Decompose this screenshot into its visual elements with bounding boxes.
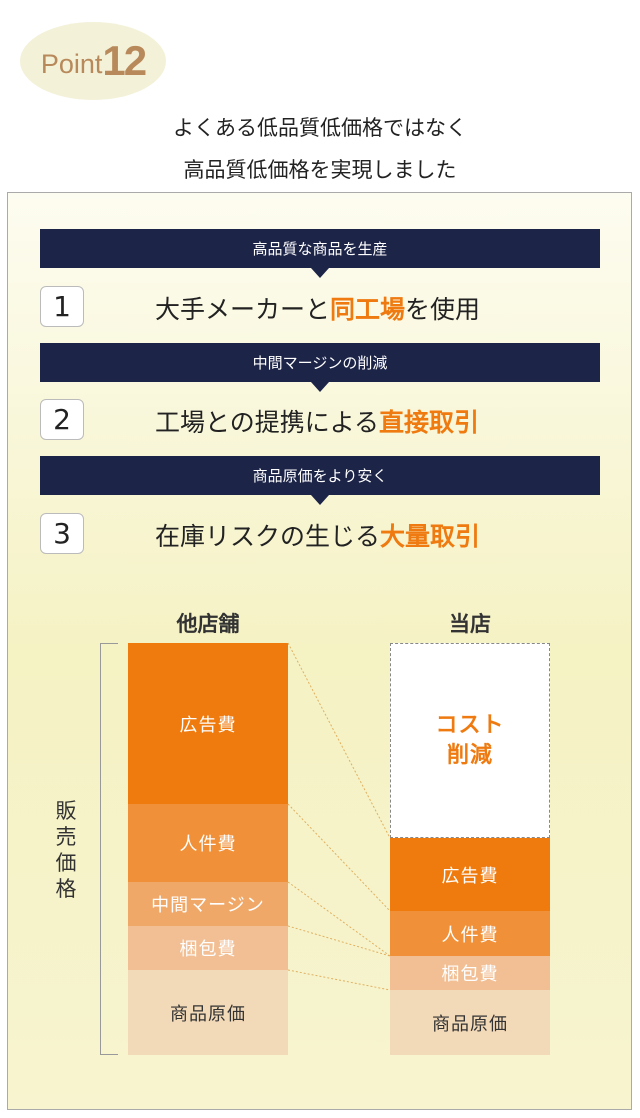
other-middle-margin: 中間マージン [128,882,288,926]
price-bracket [100,643,118,1055]
step-3-banner: 商品原価をより安く [40,456,600,505]
connector-line [287,969,391,991]
headline-line-1: よくある低品質低価格ではなく [173,116,467,140]
cost-reduction-text: 削減 [446,742,493,768]
step-text: 工場との提携による [155,408,380,437]
our-packing-cost: 梱包費 [390,956,550,990]
other-product-cost: 商品原価 [128,970,288,1055]
step-3-number: 3 [40,513,84,554]
step-highlight: 大量取引 [380,522,481,551]
other-packing-cost: 梱包費 [128,926,288,970]
step-1-text: 大手メーカーと同工場を使用 [155,290,480,326]
selling-price-label: 販売価格 [55,799,77,901]
step-3-text: 在庫リスクの生じる大量取引 [155,517,480,553]
step-2-number: 2 [40,399,84,440]
headline-line-2: 高品質低価格を実現しました [183,158,457,182]
point-badge: Point 12 [20,22,166,100]
our-ad-cost: 広告費 [390,838,550,911]
cost-reduction-area: コスト 削減 [390,643,550,838]
step-1-banner: 高品質な商品を生産 [40,229,600,278]
step-text: 大手メーカーと [155,295,331,324]
connector-line [287,803,391,912]
step-highlight: 同工場 [330,295,406,324]
other-ad-cost: 広告費 [128,643,288,804]
other-store-title: 他店舗 [176,612,240,636]
connector-line [287,642,391,839]
step-text: を使用 [405,295,481,324]
cost-reduction-text: コスト [435,712,505,738]
our-store-title: 当店 [449,612,491,636]
our-product-cost: 商品原価 [390,990,550,1055]
step-2-banner: 中間マージンの削減 [40,343,600,392]
step-text: 在庫リスクの生じる [155,522,381,551]
step-1-number: 1 [40,286,84,327]
other-labor-cost: 人件費 [128,804,288,882]
badge-number: 12 [102,37,147,84]
badge-label: Point [40,48,103,79]
step-2-text: 工場との提携による直接取引 [155,403,479,439]
our-labor-cost: 人件費 [390,911,550,956]
connector-line [287,881,391,957]
connector-line [287,925,391,957]
step-highlight: 直接取引 [379,408,480,437]
